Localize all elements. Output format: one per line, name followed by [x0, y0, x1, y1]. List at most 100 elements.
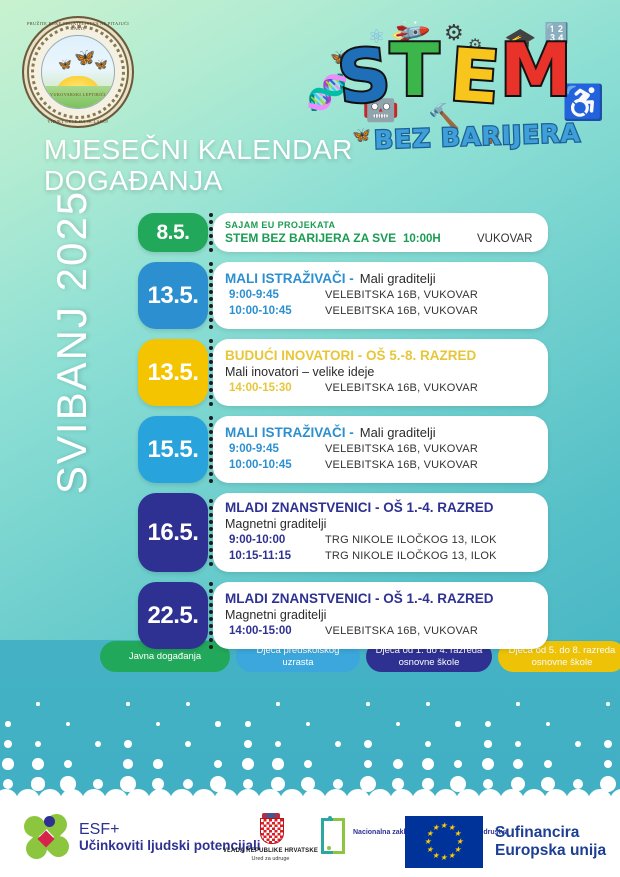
- event-row: 15.5. MALI ISTRAŽIVAČI - Mali graditelji 9:…: [138, 416, 548, 483]
- scientist-boy-icon: 🧬: [306, 74, 349, 112]
- dotted-connector: [205, 582, 217, 649]
- event-slot: 9:00-9:45 VELEBITSKA 16B, VUKOVAR: [225, 441, 536, 457]
- dotted-connector: [205, 213, 217, 252]
- stem-letter-t: T: [388, 28, 441, 112]
- stem-logo-subtitle: BEZ BARIJERA: [372, 117, 582, 156]
- event-card: BUDUĆI INOVATORI - OŠ 5.-8. RAZRED Mali i…: [213, 339, 548, 406]
- event-date-badge: 15.5.: [138, 416, 208, 483]
- event-slot-place: VELEBITSKA 16B, VUKOVAR: [325, 625, 478, 637]
- event-card: MLADI ZNANSTVENICI - OŠ 1.-4. RAZRED Magn…: [213, 582, 548, 649]
- event-slot: 9:00-9:45 VELEBITSKA 16B, VUKOVAR: [225, 287, 536, 303]
- dotted-connector: [205, 339, 217, 406]
- event-title: BUDUĆI INOVATORI - OŠ 5.-8. RAZRED: [225, 348, 477, 363]
- butterfly-icon: 🦋: [330, 49, 349, 66]
- event-card: MALI ISTRAŽIVAČI - Mali graditelji 9:00-9:…: [213, 416, 548, 483]
- event-slot-place: VELEBITSKA 16B, VUKOVAR: [325, 305, 478, 317]
- event-slot-place: TRG NIKOLE ILOČKOG 13, ILOK: [325, 534, 497, 546]
- atom-icon: ⚛: [368, 27, 386, 48]
- pinwheel-icon: [19, 809, 74, 864]
- event-name: STEM BEZ BARIJERA ZA SVE: [225, 230, 397, 245]
- halftone-dot-pattern: [0, 700, 620, 805]
- butterfly-icon: 🦋: [482, 129, 501, 146]
- event-row: 8.5. SAJAM EU PROJEKATA STEM BEZ BARIJERA …: [138, 213, 548, 252]
- event-slot-time: 10:00-10:45: [229, 305, 292, 317]
- dotted-connector: [205, 416, 217, 483]
- girl-wheelchair-icon: ♿: [562, 84, 605, 122]
- footer-logos: ESF+ Učinkoviti ljudski potencijali VLAD…: [0, 800, 620, 877]
- butterfly-icon: 🦋: [58, 59, 72, 71]
- stem-bez-barijera-logo: 🦋 ⚛ 🚀 ⚙ ⚙ 🎓 🔢 🧬 🤖 🔨 ♿ 🦋 🦋 S T E M BEZ BA…: [306, 11, 606, 164]
- eu-flag-icon: ★ ★ ★ ★ ★ ★ ★ ★ ★ ★ ★ ★: [405, 816, 483, 868]
- event-card: MLADI ZNANSTVENICI - OŠ 1.-4. RAZRED Magn…: [213, 493, 548, 572]
- event-card: SAJAM EU PROJEKATA STEM BEZ BARIJERA ZA S…: [213, 213, 548, 252]
- event-slot-time: 14:00-15:30: [229, 382, 292, 394]
- event-slot: 9:00-10:00 TRG NIKOLE ILOČKOG 13, ILOK: [225, 532, 536, 548]
- vlada-logo: VLADA REPUBLIKE HRVATSKE Ured za udruge: [218, 813, 323, 863]
- event-slot-time: 9:00-9:45: [229, 289, 279, 301]
- event-date-badge: 13.5.: [138, 262, 208, 329]
- dotted-connector: [205, 493, 217, 572]
- event-card: MALI ISTRAŽIVAČI - Mali graditelji 9:00-9:…: [213, 262, 548, 329]
- event-date-badge: 8.5.: [138, 213, 208, 252]
- logo-inner: 🦋 🦋 🦋: [41, 35, 115, 109]
- event-title-secondary: Mali graditelji: [359, 425, 436, 440]
- month-label: SVIBANJ 2025: [48, 189, 95, 495]
- event-slot-time: 10:15-11:15: [229, 550, 292, 562]
- event-row: 22.5. MLADI ZNANSTVENICI - OŠ 1.-4. RAZRE…: [138, 582, 548, 649]
- event-place: VUKOVAR: [477, 232, 533, 245]
- event-list: 8.5. SAJAM EU PROJEKATA STEM BEZ BARIJERA …: [138, 213, 548, 659]
- eu-line1: Sufinancira: [495, 824, 580, 841]
- event-slot-place: TRG NIKOLE ILOČKOG 13, ILOK: [325, 550, 497, 562]
- grass-shape: [42, 86, 114, 108]
- vlada-line2: Ured za udruge: [251, 856, 290, 862]
- event-title: MALI ISTRAŽIVAČI - Mali graditelji: [225, 271, 436, 286]
- event-row: 13.5. MALI ISTRAŽIVAČI - Mali graditelji 9:…: [138, 262, 548, 329]
- hard-hat-icon: 🎓: [504, 26, 537, 56]
- gear-icon: ⚙: [444, 20, 464, 45]
- event-date-badge: 22.5.: [138, 582, 208, 649]
- event-slot-place: VELEBITSKA 16B, VUKOVAR: [325, 459, 478, 471]
- event-slot: 10:15-11:15 TRG NIKOLE ILOČKOG 13, ILOK: [225, 548, 536, 564]
- esf-name: ESF+: [79, 821, 120, 838]
- esf-logo: ESF+ Učinkoviti ljudski potencijali: [19, 809, 261, 864]
- event-subtitle: Mali inovatori – velike ideje: [225, 365, 375, 379]
- event-time: 10:00H: [403, 232, 441, 245]
- event-slot: 14:00-15:30 VELEBITSKA 16B, VUKOVAR: [225, 380, 536, 396]
- footer-white-band: [0, 800, 620, 877]
- event-title: MLADI ZNANSTVENICI - OŠ 1.-4. RAZRED: [225, 591, 494, 606]
- page-title: MJESEČNI KALENDAR DOGAĐANJA: [44, 134, 374, 196]
- brackets-icon: [318, 816, 348, 854]
- croatian-coat-of-arms-icon: [258, 813, 284, 844]
- stem-letter-e: E: [445, 30, 504, 121]
- stem-letter-m: M: [498, 28, 574, 112]
- robotic-arm-icon: 🔨: [428, 102, 461, 132]
- event-title: MALI ISTRAŽIVAČI - Mali graditelji: [225, 425, 436, 440]
- event-slot-time: 9:00-10:00: [229, 534, 286, 546]
- logo-ring-text-top: PRUŽITE RUKE PRIJATELJSTVA NE PITAJUĆI K…: [27, 21, 129, 31]
- calculator-icon: 🔢: [544, 23, 569, 45]
- udruga-logo: 🦋 🦋 🦋 PRUŽITE RUKE PRIJATELJSTVA NE PITA…: [22, 16, 134, 128]
- event-subtitle: Magnetni graditelji: [225, 517, 327, 531]
- logo-ring-text-bottom: VIDJET ĆETE DA JE LAKO!: [47, 119, 109, 124]
- event-slot-place: VELEBITSKA 16B, VUKOVAR: [325, 382, 478, 394]
- stem-letters: S T E M: [332, 28, 588, 126]
- event-slot-place: VELEBITSKA 16B, VUKOVAR: [325, 289, 478, 301]
- event-slot: 10:00-10:45 VELEBITSKA 16B, VUKOVAR: [225, 303, 536, 319]
- logo-ring-text-mid: VUKOVARSKI LEPTIRIĆI: [50, 92, 106, 97]
- event-slot-time: 14:00-15:00: [229, 625, 292, 637]
- event-main-line: STEM BEZ BARIJERA ZA SVE 10:00H VUKOVAR: [225, 231, 536, 247]
- logo-ring: [22, 16, 134, 128]
- vlada-line1: VLADA REPUBLIKE HRVATSKE: [222, 848, 319, 854]
- event-kicker: SAJAM EU PROJEKATA: [225, 219, 336, 230]
- event-subtitle: Magnetni graditelji: [225, 608, 327, 622]
- stem-letter-s: S: [332, 30, 396, 123]
- event-date-badge: 13.5.: [138, 339, 208, 406]
- page-title-line2: DOGAĐANJA: [44, 165, 223, 196]
- eu-line2: Europska unija: [495, 842, 607, 859]
- event-slot: 14:00-15:00 VELEBITSKA 16B, VUKOVAR: [225, 623, 536, 639]
- esf-program: Učinkoviti ljudski potencijali: [79, 838, 261, 853]
- butterfly-icon: 🦋: [74, 48, 96, 67]
- event-row: 13.5. BUDUĆI INOVATORI - OŠ 5.-8. RAZRED M…: [138, 339, 548, 406]
- butterfly-icon: 🦋: [94, 59, 108, 71]
